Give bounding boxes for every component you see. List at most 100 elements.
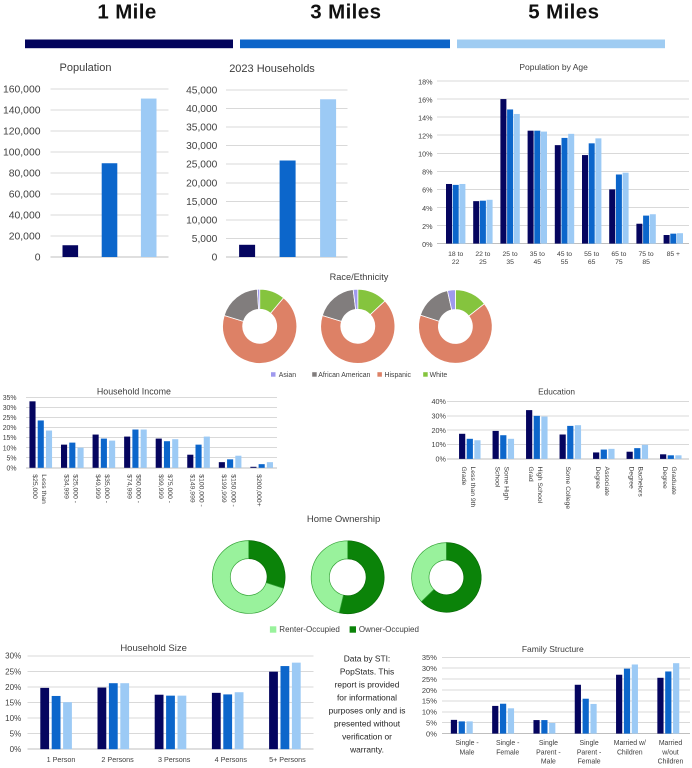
svg-text:85: 85 [642,259,650,266]
svg-text:4 Persons: 4 Persons [215,755,248,764]
svg-text:Married w/: Married w/ [614,740,646,747]
svg-text:Owner-Occupied: Owner-Occupied [359,625,419,634]
svg-text:Family Structure: Family Structure [522,644,584,654]
svg-text:20%: 20% [432,426,447,435]
svg-text:w/out: w/out [661,749,679,756]
svg-text:35%: 35% [422,653,437,662]
svg-text:25,000: 25,000 [186,160,217,171]
svg-text:African American: African American [318,372,370,379]
svg-text:40,000: 40,000 [186,104,217,115]
svg-text:65 to: 65 to [611,251,626,258]
svg-text:1 Person: 1 Person [47,755,76,764]
svg-text:25%: 25% [3,415,17,422]
svg-text:Single -: Single - [496,740,519,747]
svg-text:presented without: presented without [334,719,401,729]
svg-text:Female: Female [578,759,601,766]
svg-text:Education: Education [538,387,575,397]
svg-text:Single -: Single - [455,740,478,747]
svg-text:Hispanic: Hispanic [385,372,412,379]
svg-text:verification or: verification or [342,732,392,742]
svg-text:12%: 12% [418,132,433,141]
svg-text:10%: 10% [5,714,21,723]
svg-text:BachelorsDegree: BachelorsDegree [627,467,643,498]
svg-text:5,000: 5,000 [192,234,218,245]
svg-text:18 to: 18 to [448,251,463,258]
svg-text:75: 75 [615,259,623,266]
svg-text:Population by Age: Population by Age [519,62,588,72]
svg-text:Female: Female [496,749,519,756]
svg-text:55 to: 55 to [584,251,599,258]
svg-text:160,000: 160,000 [3,85,41,96]
svg-text:15%: 15% [5,698,21,707]
svg-text:0%: 0% [422,240,433,249]
svg-text:15%: 15% [422,697,437,706]
svg-text:0: 0 [35,253,41,264]
svg-text:purposes only and is: purposes only and is [329,706,406,716]
svg-text:2023 Households: 2023 Households [229,63,315,75]
svg-text:35 to: 35 to [530,251,545,258]
svg-text:Asian: Asian [279,372,296,379]
svg-text:5 Miles: 5 Miles [528,1,599,24]
svg-text:140,000: 140,000 [3,106,41,117]
svg-text:30%: 30% [5,652,21,661]
svg-text:20%: 20% [5,683,21,692]
svg-text:for informational: for informational [337,693,397,703]
svg-text:Single: Single [580,740,599,747]
svg-text:Male: Male [541,759,556,766]
svg-text:10,000: 10,000 [186,215,217,226]
svg-text:6%: 6% [422,186,433,195]
svg-text:$50,000 -$74,999: $50,000 -$74,999 [125,474,141,503]
svg-text:GraduateDegree: GraduateDegree [661,467,677,496]
svg-text:18%: 18% [418,77,433,86]
svg-text:20%: 20% [422,686,437,695]
svg-text:45: 45 [534,259,542,266]
svg-text:10%: 10% [418,150,433,159]
svg-text:15,000: 15,000 [186,197,217,208]
svg-text:35: 35 [506,259,514,266]
svg-text:15%: 15% [3,435,17,442]
svg-text:$75,000 -$99,999: $75,000 -$99,999 [157,474,173,503]
svg-text:8%: 8% [422,168,433,177]
svg-text:2 Persons: 2 Persons [101,755,134,764]
svg-text:22 to: 22 to [475,251,490,258]
svg-text:30%: 30% [3,405,17,412]
svg-text:35,000: 35,000 [186,123,217,134]
svg-text:10%: 10% [432,440,447,449]
svg-text:80,000: 80,000 [9,169,41,180]
svg-text:Data by STI:: Data by STI: [344,654,391,664]
svg-text:White: White [430,372,448,379]
svg-text:Married: Married [659,740,683,747]
svg-text:Some HighSchool: Some HighSchool [493,467,509,501]
svg-text:65: 65 [588,259,596,266]
svg-text:Household Size: Household Size [120,643,187,654]
svg-text:85 +: 85 + [667,251,680,258]
svg-text:Single: Single [539,740,558,747]
svg-text:0%: 0% [436,455,447,464]
svg-text:120,000: 120,000 [3,127,41,138]
svg-text:30,000: 30,000 [186,141,217,152]
svg-text:20,000: 20,000 [9,232,41,243]
svg-text:Male: Male [460,749,475,756]
svg-text:10%: 10% [3,445,17,452]
svg-text:0: 0 [212,253,218,264]
svg-text:$100,000 -$149,999: $100,000 -$149,999 [188,474,204,507]
svg-text:warranty.: warranty. [349,745,384,755]
svg-text:1 Mile: 1 Mile [97,1,156,24]
svg-text:100,000: 100,000 [3,148,41,159]
svg-text:14%: 14% [418,113,433,122]
svg-text:Race/Ethnicity: Race/Ethnicity [330,272,389,282]
svg-text:0%: 0% [10,745,22,754]
svg-text:Some College: Some College [564,467,571,510]
svg-text:45 to: 45 to [557,251,572,258]
svg-text:High SchoolGrad: High SchoolGrad [527,467,543,504]
svg-text:30%: 30% [422,664,437,673]
svg-text:$35,000 -$49,999: $35,000 -$49,999 [94,474,110,503]
svg-text:16%: 16% [418,95,433,104]
svg-text:Renter-Occupied: Renter-Occupied [279,625,339,634]
svg-text:25: 25 [479,259,487,266]
svg-text:35%: 35% [3,395,17,402]
svg-text:10%: 10% [422,708,437,717]
svg-text:0%: 0% [426,729,437,738]
svg-text:22: 22 [452,259,460,266]
svg-text:20%: 20% [3,425,17,432]
